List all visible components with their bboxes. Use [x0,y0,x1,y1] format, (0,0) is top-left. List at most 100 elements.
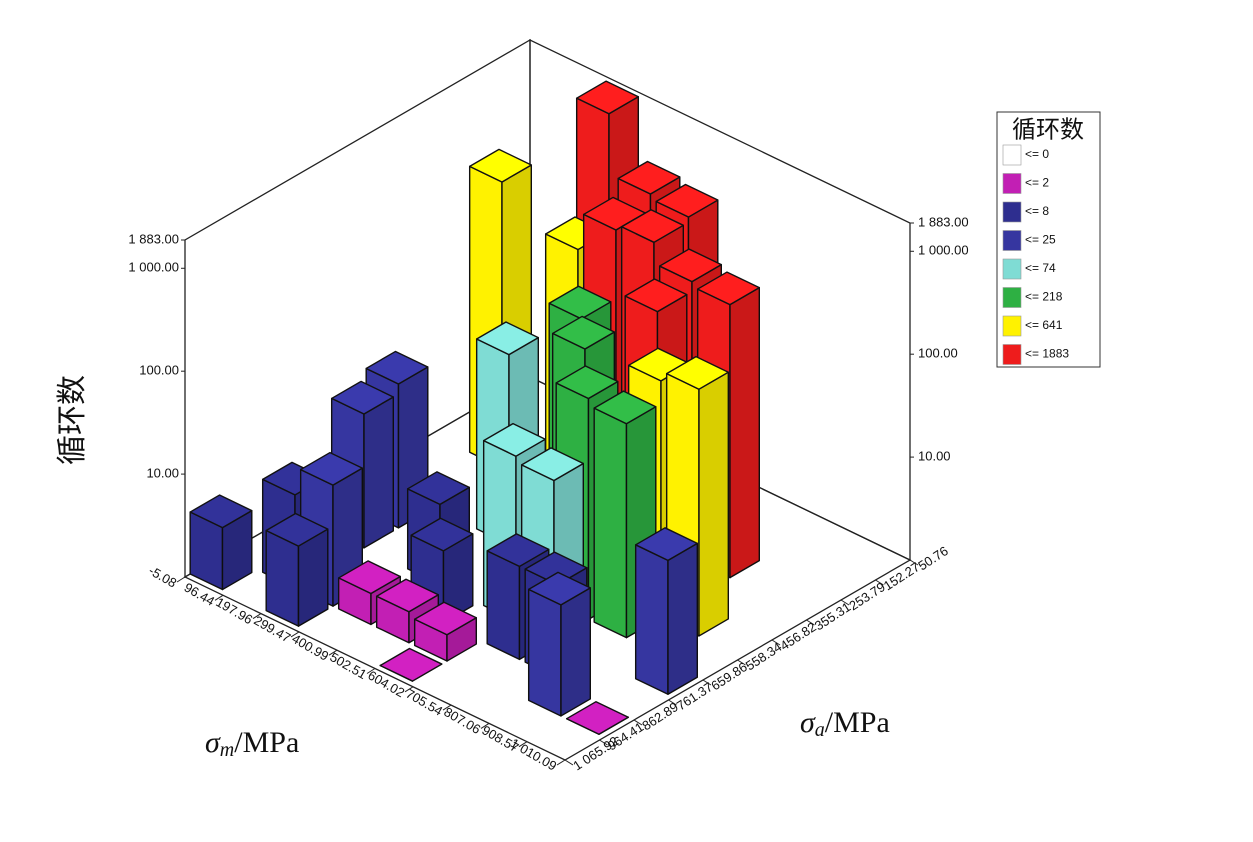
z-tick-label: 100.00 [918,346,958,361]
x-tick [442,704,452,711]
y-tick-label: 1 065.92 [570,733,621,773]
x-axis-label: σm/MPa [205,726,299,761]
y-tick [737,659,746,666]
x-label-sub: m [220,739,234,761]
x-label-unit: /MPa [234,726,299,759]
bar-left-face [593,407,628,639]
y-tick [875,579,884,586]
y-tick [633,719,643,726]
bar-right-face [698,371,730,637]
y-label-sub: a [815,719,825,741]
y-label-unit: /MPa [825,706,890,739]
legend-swatch [1002,144,1022,166]
x-tick-label: 807.06 [441,704,483,737]
bar-top-face [620,209,685,244]
z-tick-label: 100.00 [139,363,179,378]
legend-swatch [1002,173,1022,194]
legend-label: <= 25 [1025,233,1056,247]
y-tick [668,699,677,706]
bar-top-face [665,355,730,390]
legend-swatch [1002,287,1022,308]
legend-swatch [1002,201,1022,223]
bar-left-face [527,588,562,717]
bar-top-face [330,380,394,415]
z-tick-label: 1 000.00 [128,260,179,275]
bar-top-face [527,571,592,606]
y-label-symbol: σ [800,706,816,739]
x-tick [366,668,376,674]
bar-top-face [482,422,547,457]
z-tick-label: 1 000.00 [918,243,969,258]
bar-top-face [365,350,429,385]
x-label-symbol: σ [205,726,221,759]
legend-swatch [1002,230,1022,251]
bar-top-face [593,390,657,425]
x-tick-label: 705.54 [403,686,445,719]
bar-top-face [565,700,629,735]
y-tick [702,679,712,686]
bar [413,601,478,662]
legend-label: <= 218 [1025,290,1063,304]
bar-top-face [658,248,722,283]
x-tick [518,741,528,748]
bar-top-face [189,494,253,529]
bar-left-face [634,544,669,695]
legend-label: <= 641 [1025,318,1063,332]
x-tick [176,576,186,583]
y-tick [771,639,781,646]
bar [379,647,443,682]
bar-top-face [375,578,440,613]
y-axis-label: σa/MPa [800,706,890,741]
bar-top-face [265,512,329,547]
bar-top-face [520,447,584,482]
bar [265,512,329,627]
bar-top-face [379,647,443,682]
x-tick-label: -5.08 [146,563,179,591]
legend-label: <= 1883 [1025,347,1069,361]
bar-top-face [551,315,616,350]
y-tick [840,599,850,606]
bar-top-face [413,601,478,636]
x-tick-label: 400.99 [289,631,331,664]
bar-top-face [575,80,640,115]
x-tick [252,613,262,620]
bar-right-face [729,286,761,579]
y-tick [564,759,574,766]
x-tick [404,686,414,693]
bar-top-face [624,278,688,313]
bar-top-face [634,527,698,562]
x-tick [328,649,338,656]
bar [527,571,592,717]
z-tick-label: 10.00 [146,466,179,481]
bar [634,527,698,695]
z-axis-label: 循环数 [56,375,89,465]
y-tick [806,619,815,626]
bar-left-face [486,550,521,661]
bar [565,700,629,735]
bar-top-face [486,533,550,568]
legend-label: <= 8 [1025,204,1049,218]
legend-label: <= 74 [1025,261,1056,275]
y-tick [909,559,919,566]
bar-top-face [468,148,533,183]
bar-top-face [617,160,681,195]
legend-label: <= 2 [1025,176,1049,190]
bar-top-face [655,183,719,218]
bar-top-face [475,321,540,356]
legend-swatch [1002,258,1022,280]
x-tick [480,722,490,729]
z-tick-label: 10.00 [918,449,951,464]
x-tick-label: 197.96 [213,594,255,627]
bar-top-face [337,560,401,595]
x-tick [214,594,224,601]
z-tick-label: 1 883.00 [128,231,179,246]
x-tick-label: 1 010.09 [508,735,559,773]
x-tick [556,759,566,766]
bar-top-face [406,471,470,506]
bar-right-face [560,587,592,717]
bar-top-face [410,517,474,552]
legend-swatch [1002,344,1022,365]
legend-title: 循环数 [1012,117,1084,144]
bar-top-face [555,365,619,400]
